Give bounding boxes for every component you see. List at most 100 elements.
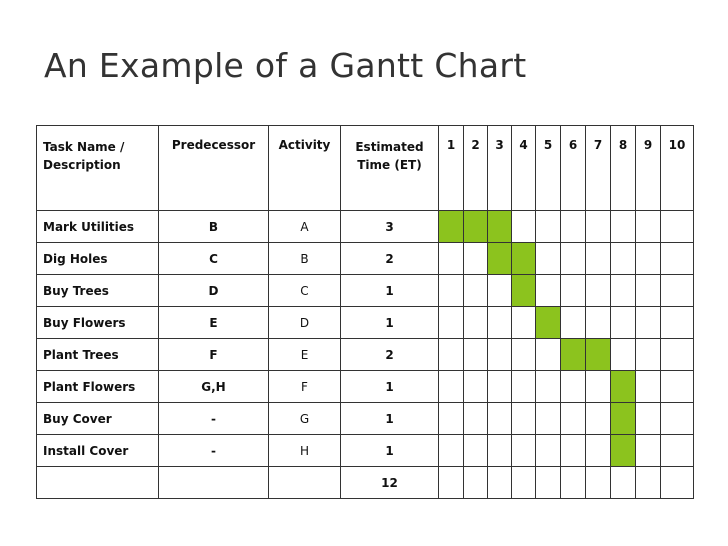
gantt-cell — [585, 466, 611, 499]
activity: E — [268, 338, 341, 371]
header-cell: Activity — [268, 125, 341, 211]
gantt-cell — [511, 370, 536, 403]
estimated-time: 2 — [340, 242, 439, 275]
predecessor: G,H — [158, 370, 269, 403]
gantt-cell — [610, 466, 636, 499]
total-row: 12 — [36, 466, 694, 499]
task-row: Plant Flowers G,H F 1 — [36, 370, 694, 403]
gantt-cell — [463, 274, 488, 307]
header-text: Time (ET) — [357, 158, 422, 172]
period-header: 5 — [535, 125, 561, 211]
gantt-cell — [438, 338, 464, 371]
gantt-cell — [610, 338, 636, 371]
task-row: Buy Flowers E D 1 — [36, 306, 694, 339]
gantt-bar-cell — [610, 370, 636, 403]
task-row: Install Cover - H 1 — [36, 434, 694, 467]
task-name: Buy Trees — [36, 274, 159, 307]
gantt-cell — [635, 370, 661, 403]
period-header: 3 — [487, 125, 512, 211]
predecessor: D — [158, 274, 269, 307]
task-name: Install Cover — [36, 434, 159, 467]
task-row: Dig Holes C B 2 — [36, 242, 694, 275]
table-body: Task Name / Description Predecessor Activit… — [36, 125, 694, 499]
gantt-cell — [511, 306, 536, 339]
gantt-cell — [438, 306, 464, 339]
gantt-cell — [487, 466, 512, 499]
predecessor: - — [158, 402, 269, 435]
predecessor: F — [158, 338, 269, 371]
gantt-cell — [660, 242, 694, 275]
estimated-time: 2 — [340, 338, 439, 371]
estimated-time: 3 — [340, 210, 439, 243]
gantt-cell — [660, 402, 694, 435]
gantt-cell — [610, 274, 636, 307]
predecessor: C — [158, 242, 269, 275]
gantt-cell — [635, 402, 661, 435]
gantt-cell — [535, 242, 561, 275]
gantt-bar-cell — [610, 402, 636, 435]
gantt-cell — [535, 370, 561, 403]
gantt-cell — [463, 306, 488, 339]
gantt-cell — [511, 402, 536, 435]
estimated-time: 1 — [340, 434, 439, 467]
gantt-bar-cell — [511, 274, 536, 307]
activity: F — [268, 370, 341, 403]
gantt-cell — [511, 338, 536, 371]
gantt-cell — [635, 338, 661, 371]
gantt-cell — [463, 370, 488, 403]
gantt-cell — [635, 434, 661, 467]
predecessor: E — [158, 306, 269, 339]
period-header: 4 — [511, 125, 536, 211]
predecessor: B — [158, 210, 269, 243]
gantt-bar-cell — [585, 338, 611, 371]
predecessor: - — [158, 434, 269, 467]
gantt-cell — [560, 210, 586, 243]
gantt-cell — [585, 242, 611, 275]
gantt-bar-cell — [511, 242, 536, 275]
gantt-cell — [463, 434, 488, 467]
gantt-bar-cell — [610, 434, 636, 467]
gantt-cell — [438, 434, 464, 467]
gantt-cell — [660, 306, 694, 339]
gantt-cell — [560, 434, 586, 467]
activity: H — [268, 434, 341, 467]
gantt-cell — [660, 466, 694, 499]
gantt-cell — [487, 434, 512, 467]
header-cell: Estimated Time (ET) — [340, 125, 439, 211]
estimated-time: 1 — [340, 274, 439, 307]
gantt-cell — [463, 402, 488, 435]
header-cell: Task Name / Description — [36, 125, 159, 211]
gantt-bar-cell — [463, 210, 488, 243]
gantt-cell — [585, 402, 611, 435]
header-row: Task Name / Description Predecessor Activit… — [36, 125, 694, 211]
gantt-cell — [560, 242, 586, 275]
gantt-cell — [463, 466, 488, 499]
task-row: Mark Utilities B A 3 — [36, 210, 694, 243]
gantt-cell — [511, 466, 536, 499]
gantt-cell — [438, 466, 464, 499]
gantt-cell — [635, 306, 661, 339]
gantt-cell — [511, 210, 536, 243]
estimated-time: 1 — [340, 402, 439, 435]
gantt-cell — [438, 370, 464, 403]
gantt-bar-cell — [487, 210, 512, 243]
gantt-cell — [585, 306, 611, 339]
gantt-cell — [585, 274, 611, 307]
gantt-cell — [438, 274, 464, 307]
estimated-time: 1 — [340, 370, 439, 403]
period-header: 8 — [610, 125, 636, 211]
gantt-cell — [635, 274, 661, 307]
period-header: 2 — [463, 125, 488, 211]
period-header: 10 — [660, 125, 694, 211]
gantt-cell — [535, 338, 561, 371]
slide-title: An Example of a Gantt Chart — [44, 46, 527, 85]
task-name: Buy Cover — [36, 402, 159, 435]
total-time: 12 — [340, 466, 439, 499]
empty-cell — [158, 466, 269, 499]
period-header: 7 — [585, 125, 611, 211]
task-name: Plant Trees — [36, 338, 159, 371]
gantt-cell — [560, 370, 586, 403]
gantt-table: Task Name / Description Predecessor Activit… — [36, 125, 694, 499]
gantt-cell — [660, 370, 694, 403]
